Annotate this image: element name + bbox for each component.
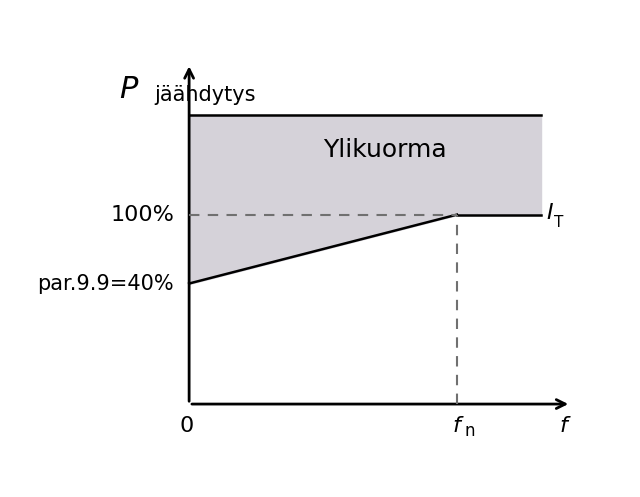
Text: Ylikuorma: Ylikuorma	[323, 138, 447, 162]
Text: 0: 0	[179, 415, 194, 435]
Text: T: T	[554, 215, 563, 230]
Text: I: I	[547, 203, 553, 223]
Text: f: f	[559, 415, 568, 435]
Text: jäähdytys: jäähdytys	[154, 84, 256, 104]
Text: 100%: 100%	[110, 205, 174, 225]
Text: f: f	[452, 415, 460, 435]
Text: par.9.9=40%: par.9.9=40%	[38, 273, 174, 294]
Polygon shape	[189, 115, 541, 283]
Text: n: n	[465, 422, 476, 440]
Text: P: P	[120, 75, 138, 104]
